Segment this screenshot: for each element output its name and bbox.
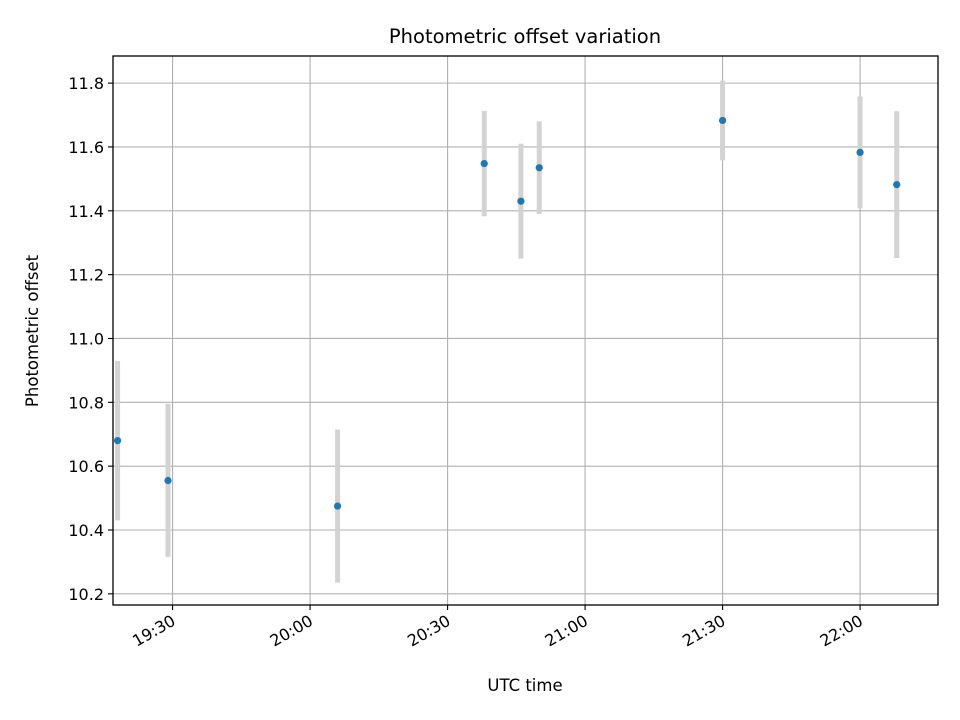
y-tick-label: 11.8 [68, 74, 104, 93]
data-point [164, 476, 172, 485]
data-point [718, 116, 727, 125]
data-point [856, 148, 864, 156]
y-tick-label: 11.2 [68, 266, 104, 285]
y-tick-label: 10.2 [68, 585, 104, 604]
data-point [517, 197, 525, 205]
y-axis-title: Photometric offset [23, 254, 42, 407]
y-tick-label: 11.4 [68, 202, 104, 221]
data-points [113, 116, 901, 510]
y-tick-label: 10.6 [68, 457, 104, 476]
y-tick-label: 10.4 [68, 521, 104, 540]
plot-area-frame [112, 55, 939, 606]
data-point [480, 159, 488, 168]
x-axis-title: UTC time [487, 676, 562, 695]
y-tick-label: 11.0 [68, 329, 104, 348]
chart-title: Photometric offset variation [389, 25, 661, 48]
y-tick-label: 10.8 [68, 393, 104, 412]
data-point [893, 181, 901, 189]
data-point [113, 437, 122, 445]
y-tick-label: 11.6 [68, 138, 104, 157]
data-point [333, 502, 342, 510]
data-point [535, 164, 543, 172]
